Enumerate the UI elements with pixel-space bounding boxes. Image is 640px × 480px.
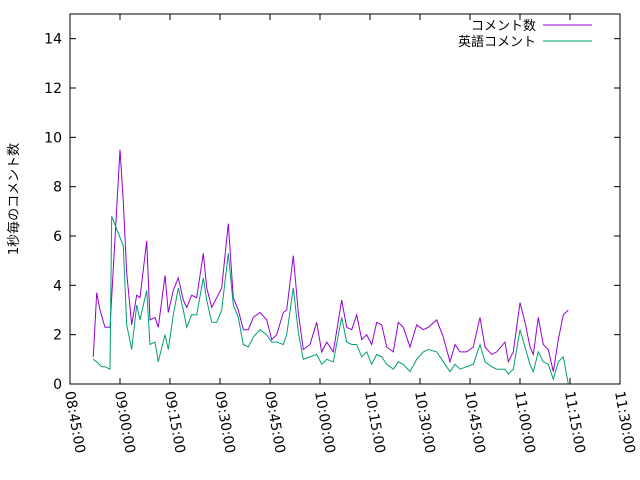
y-tick-label: 2 xyxy=(53,328,62,344)
x-tick-label: 10:30:00 xyxy=(411,390,438,455)
y-tick-label: 0 xyxy=(53,377,62,393)
x-tick-label: 09:45:00 xyxy=(261,390,288,455)
x-tick-label: 09:00:00 xyxy=(111,390,138,455)
series-group xyxy=(92,149,569,385)
y-tick-label: 14 xyxy=(44,32,62,48)
x-tick-label: 11:00:00 xyxy=(511,390,538,455)
y-axis: 0 2 4 6 8 10 12 14 xyxy=(44,32,620,393)
series-line-2 xyxy=(93,216,569,385)
x-tick-label: 10:45:00 xyxy=(461,390,488,455)
plot-frame xyxy=(69,13,621,385)
series-line-1 xyxy=(92,149,569,372)
x-tick-label: 08:45:00 xyxy=(61,390,88,455)
y-tick-label: 8 xyxy=(53,180,62,196)
x-tick-label: 11:30:00 xyxy=(611,390,638,455)
y-tick-label: 6 xyxy=(53,229,62,245)
legend-label: 英語コメント xyxy=(458,34,536,50)
y-tick-label: 4 xyxy=(53,278,62,294)
y-axis-title: 1秒毎のコメント数 xyxy=(6,143,22,255)
x-tick-label: 09:30:00 xyxy=(211,390,238,455)
y-tick-label: 12 xyxy=(44,81,62,97)
x-tick-label: 09:15:00 xyxy=(161,390,188,455)
x-axis: 08:45:00 09:00:00 09:15:00 09:30:00 09:45:00… xyxy=(61,14,638,455)
legend: コメント数 英語コメント xyxy=(458,19,592,50)
x-tick-label: 11:15:00 xyxy=(561,390,588,455)
y-tick-label: 10 xyxy=(44,130,62,146)
x-tick-label: 10:15:00 xyxy=(361,390,388,455)
x-tick-label: 10:00:00 xyxy=(311,390,338,455)
legend-label: コメント数 xyxy=(471,19,536,34)
